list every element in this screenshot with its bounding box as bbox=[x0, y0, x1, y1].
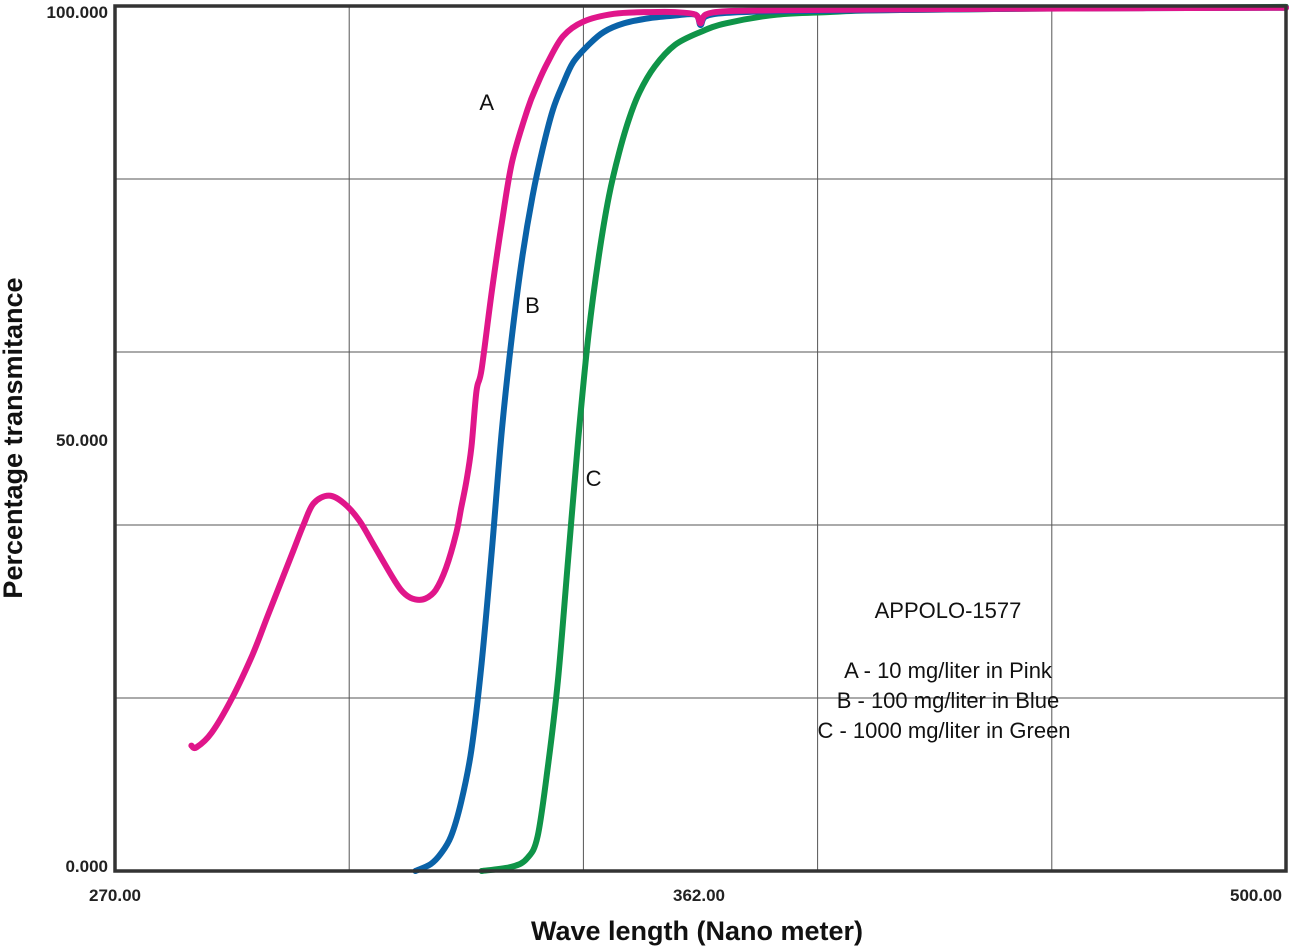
y-tick-label: 0.000 bbox=[65, 857, 108, 876]
curve-labels: A B C bbox=[479, 90, 601, 491]
y-tick-label: 100.000 bbox=[47, 3, 108, 22]
y-axis-ticks: 100.000 50.000 0.000 bbox=[47, 3, 108, 876]
x-axis-title: Wave length (Nano meter) bbox=[531, 916, 863, 946]
x-tick-label: 270.00 bbox=[89, 886, 141, 905]
curve-label-A: A bbox=[479, 90, 494, 115]
curve-label-C: C bbox=[586, 466, 602, 491]
legend-entry: B - 100 mg/liter in Blue bbox=[837, 688, 1060, 713]
x-axis-ticks: 270.00 362.00 500.00 bbox=[89, 886, 1282, 905]
grid bbox=[115, 6, 1286, 871]
x-tick-label: 362.00 bbox=[673, 886, 725, 905]
legend-entry: A - 10 mg/liter in Pink bbox=[844, 658, 1053, 683]
legend: APPOLO-1577 A - 10 mg/liter in Pink B - … bbox=[817, 598, 1070, 743]
series-line-A bbox=[188, 4, 1289, 751]
y-axis-title: Percentage transmitance bbox=[0, 277, 28, 598]
curve-label-B: B bbox=[525, 293, 540, 318]
plot-frame bbox=[113, 4, 1288, 873]
curves bbox=[188, 3, 1289, 874]
y-tick-label: 50.000 bbox=[56, 431, 108, 450]
x-tick-label: 500.00 bbox=[1230, 886, 1282, 905]
legend-title: APPOLO-1577 bbox=[875, 598, 1022, 623]
legend-entry: C - 1000 mg/liter in Green bbox=[817, 718, 1070, 743]
